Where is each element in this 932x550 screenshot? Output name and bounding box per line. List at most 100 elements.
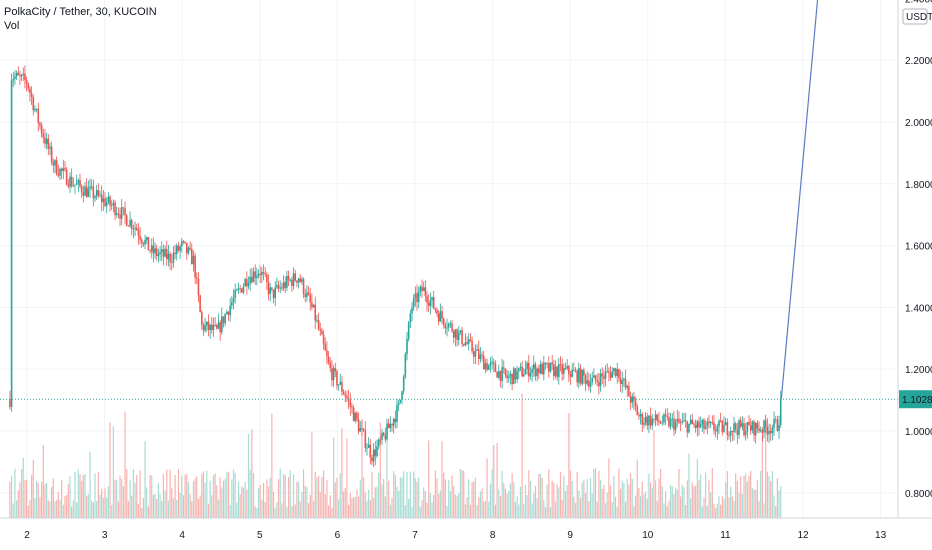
candle-body xyxy=(726,422,729,436)
candle-body xyxy=(97,190,100,196)
candle-body xyxy=(287,275,290,281)
candle-body xyxy=(583,370,585,376)
volume-bar xyxy=(197,499,200,518)
candle-body xyxy=(17,72,20,76)
volume-bar xyxy=(633,506,635,518)
candle-body xyxy=(122,207,125,209)
volume-bar xyxy=(373,497,375,518)
volume-bar xyxy=(496,442,498,518)
volume-bar xyxy=(685,504,687,518)
volume-bar xyxy=(614,496,617,518)
volume-bar xyxy=(344,487,346,518)
candle-body xyxy=(507,376,510,379)
candle-body xyxy=(569,374,572,377)
volume-bar xyxy=(10,475,13,518)
candle-body xyxy=(85,186,88,197)
volume-bar xyxy=(214,473,216,518)
volume-bar xyxy=(751,488,753,518)
volume-bar xyxy=(119,475,121,518)
volume-bar xyxy=(489,483,492,518)
candle-body xyxy=(231,302,233,306)
candle-body xyxy=(551,362,553,365)
y-tick-label: 0.8000 xyxy=(905,489,932,500)
projection-arrow-line[interactable] xyxy=(780,0,819,400)
candle-body xyxy=(596,380,599,382)
volume-bar xyxy=(619,488,622,518)
candle-body xyxy=(72,185,75,187)
volume-label[interactable]: Vol xyxy=(4,20,20,32)
volume-bar xyxy=(716,503,718,518)
volume-bar xyxy=(740,476,742,518)
volume-bar xyxy=(424,491,426,518)
volume-bar xyxy=(638,487,640,518)
candle-body xyxy=(654,414,657,420)
volume-bar xyxy=(713,503,715,518)
candle-body xyxy=(264,273,266,275)
candle-body xyxy=(297,278,300,283)
candle-body xyxy=(586,380,588,384)
candle-body xyxy=(336,371,338,386)
currency-box[interactable] xyxy=(902,8,928,25)
volume-bar xyxy=(64,495,66,518)
candle-body xyxy=(674,421,677,430)
candle-body xyxy=(175,245,178,255)
symbol-title[interactable]: PolkaCity / Tether, 30, KUCOIN xyxy=(4,6,157,18)
volume-bar xyxy=(701,506,703,518)
candle-body xyxy=(334,368,337,372)
candle-body xyxy=(199,295,201,313)
candle-body xyxy=(578,368,580,383)
volume-bar xyxy=(561,499,563,518)
candle-body xyxy=(494,363,497,372)
volume-bar xyxy=(172,498,175,518)
volume-bar xyxy=(202,471,205,518)
volume-bar xyxy=(524,484,527,518)
candle-body xyxy=(324,343,327,351)
candle-body xyxy=(656,414,659,421)
volume-bar xyxy=(207,503,210,518)
candle-body xyxy=(214,325,216,326)
volume-bar xyxy=(581,482,583,518)
candle-body xyxy=(127,225,130,227)
candle-body xyxy=(511,373,513,385)
candle-body xyxy=(387,423,390,429)
volume-bar xyxy=(698,479,700,518)
volume-bar xyxy=(763,503,765,518)
candle-body xyxy=(713,422,715,431)
candle-body xyxy=(34,109,36,111)
volume-bar xyxy=(269,477,271,518)
candle-body xyxy=(447,323,450,328)
candle-body xyxy=(47,138,50,149)
volume-bar xyxy=(563,475,565,518)
candle-body xyxy=(452,331,455,338)
candle-body xyxy=(606,371,609,372)
volume-bar xyxy=(736,480,738,518)
candle-body xyxy=(663,414,665,423)
candle-body xyxy=(736,429,739,435)
volume-bar xyxy=(531,503,533,518)
y-tick-label: 1.6000 xyxy=(905,242,932,253)
candle-body xyxy=(317,320,320,330)
candle-body xyxy=(558,364,560,377)
volume-bar xyxy=(656,500,658,518)
volume-bar xyxy=(761,427,763,518)
candle-body xyxy=(574,370,577,372)
candle-body xyxy=(673,418,675,430)
candle-body xyxy=(486,363,488,370)
price-axis-panel xyxy=(898,0,932,550)
volume-bar xyxy=(665,491,667,518)
volume-bar xyxy=(24,480,26,518)
candle-body xyxy=(251,276,253,283)
volume-bar xyxy=(139,470,141,518)
volume-bar xyxy=(191,501,193,518)
volume-bar xyxy=(735,473,737,518)
volume-bar xyxy=(564,491,567,518)
volume-bar xyxy=(206,470,208,518)
candle-body xyxy=(224,314,226,324)
candle-body xyxy=(689,419,692,424)
candle-body xyxy=(633,396,635,401)
candle-body xyxy=(437,313,440,322)
candle-body xyxy=(266,274,268,283)
candle-body xyxy=(402,376,405,392)
volume-bar xyxy=(618,468,620,518)
